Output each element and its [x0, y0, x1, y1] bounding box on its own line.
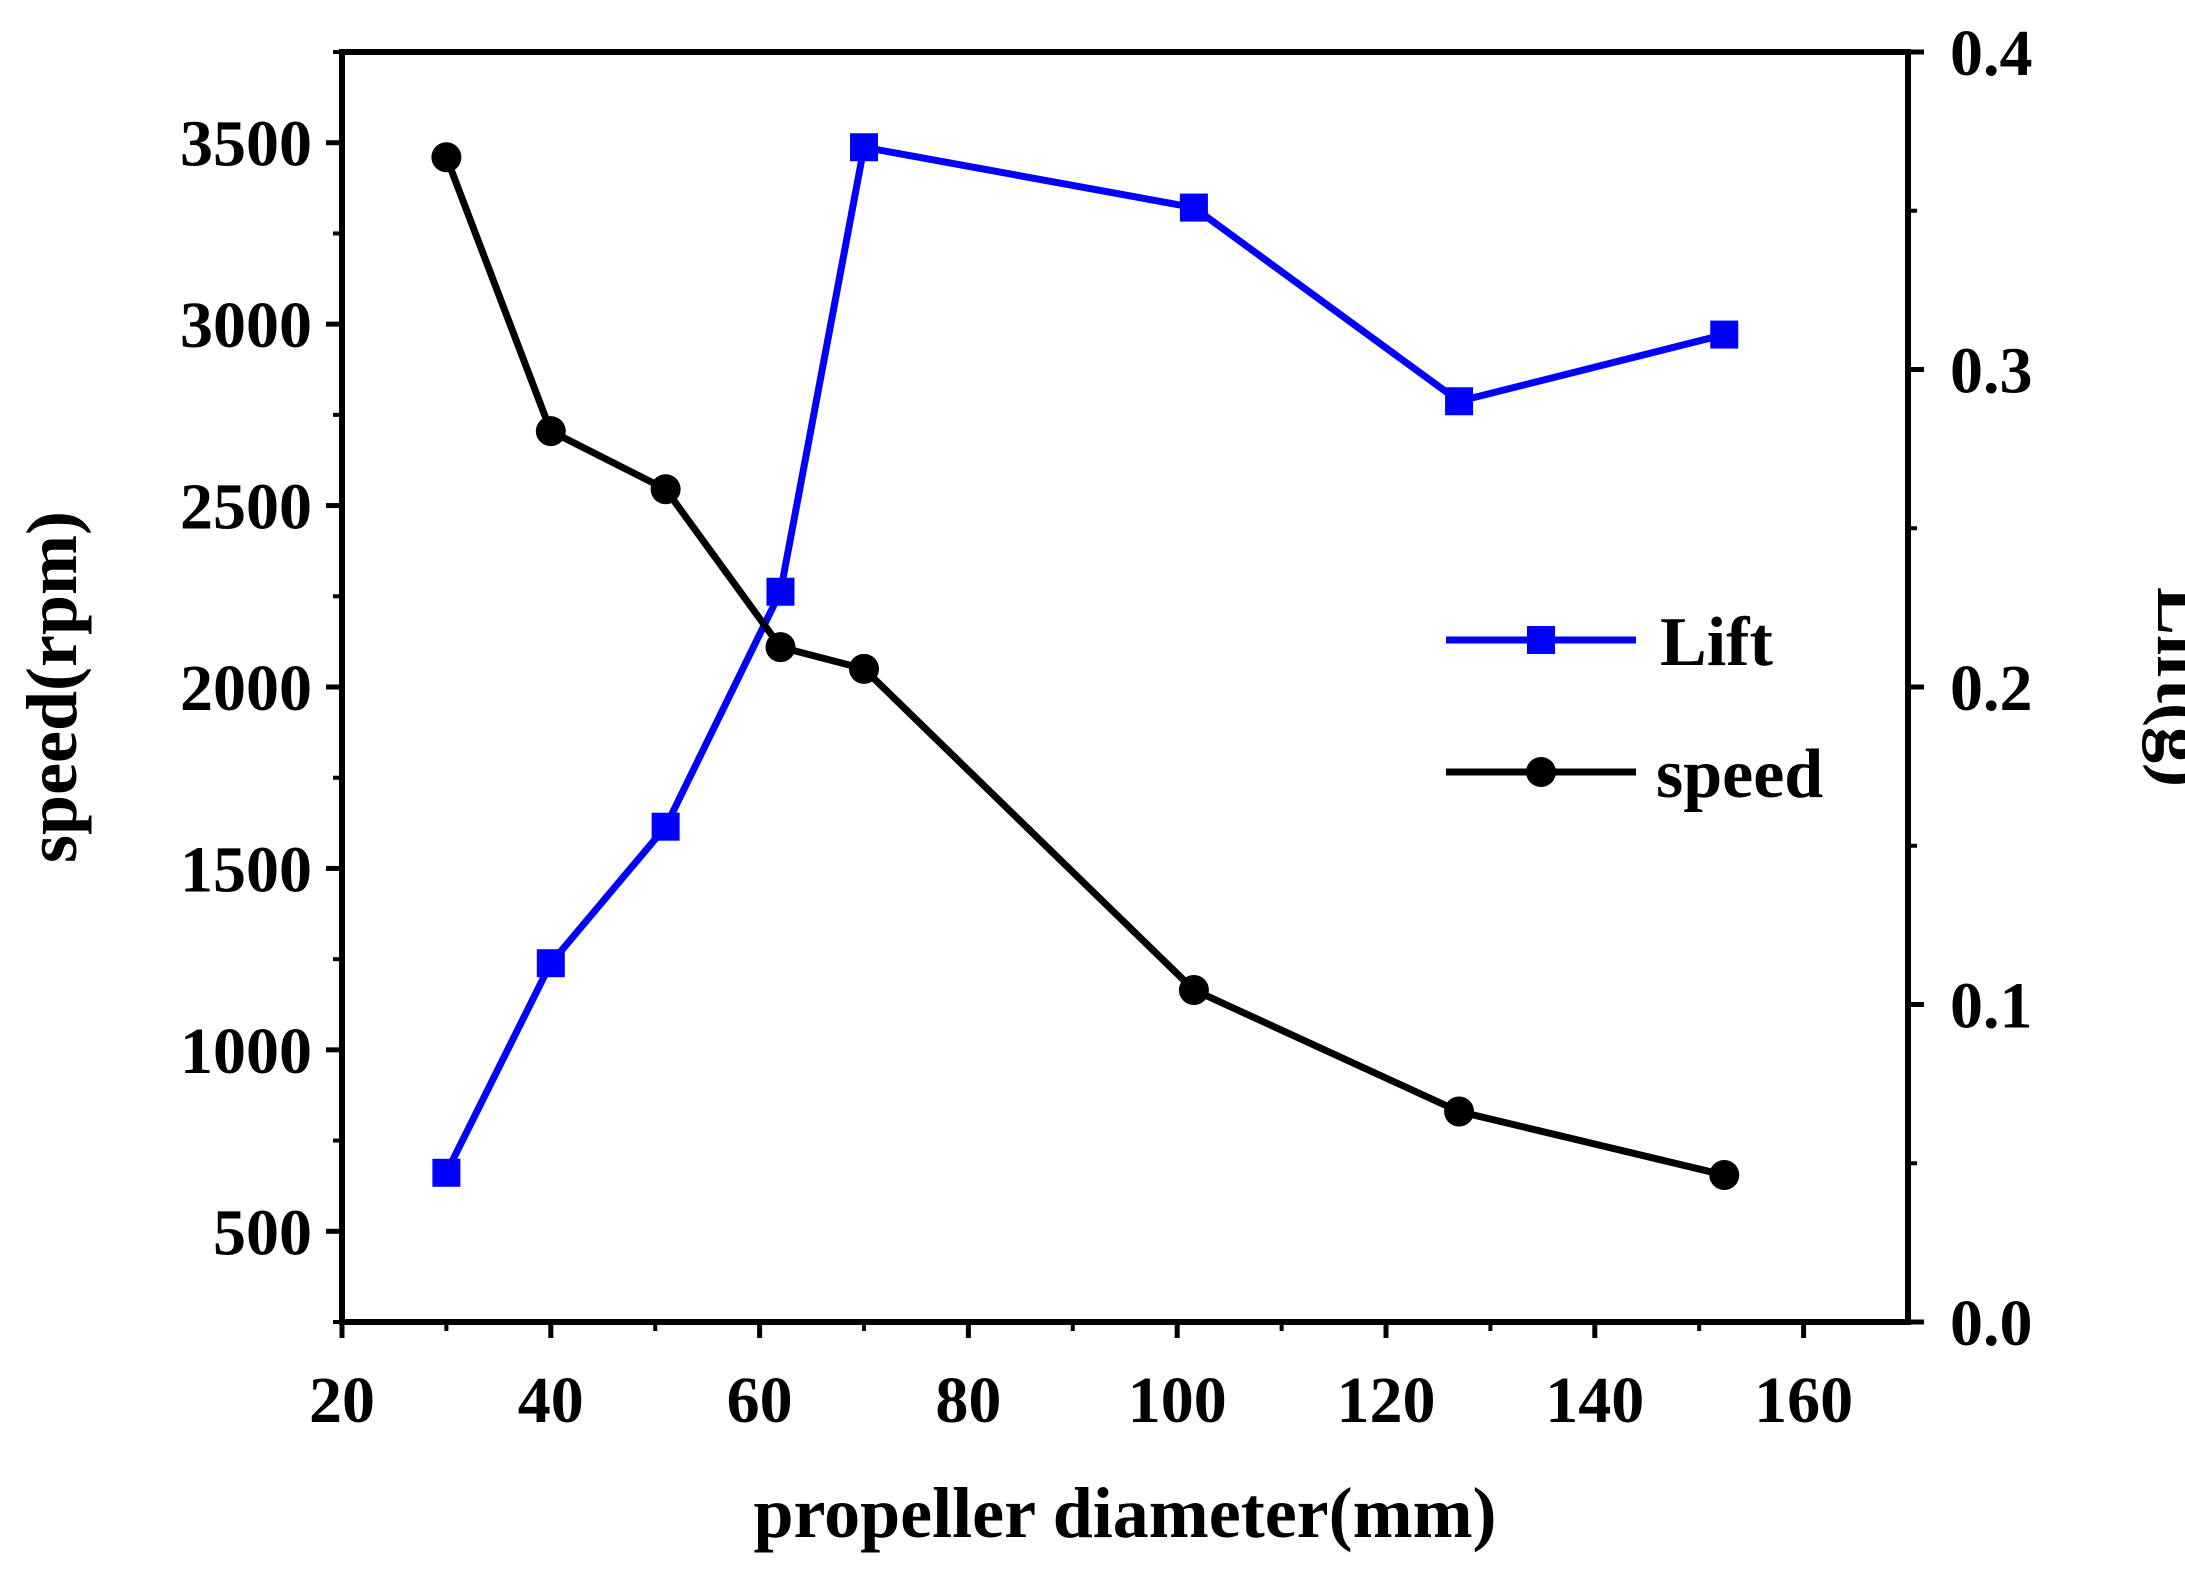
point-lift	[432, 1158, 461, 1187]
y-right-tick-label: 0.2	[1950, 652, 2033, 725]
series-line-speed	[443, 155, 1726, 1179]
legend-marker-lift	[1527, 626, 1555, 654]
point-speed	[1444, 1096, 1475, 1127]
x-tick-label: 80	[935, 1364, 1001, 1437]
point-lift	[850, 133, 878, 162]
point-speed	[535, 416, 566, 447]
point-lift	[1179, 193, 1208, 222]
y-right-tick-label: 0.4	[1950, 17, 2033, 90]
x-tick-label: 140	[1545, 1364, 1644, 1437]
point-lift	[1445, 387, 1474, 416]
point-lift	[766, 577, 795, 606]
point-lift	[536, 949, 565, 978]
x-axis-title: propeller diameter(mm)	[753, 1473, 1496, 1553]
y-left-axis-title: speed(rpm)	[12, 511, 92, 863]
legend-label-speed: speed	[1656, 736, 1823, 813]
series-line-lift	[443, 143, 1726, 1175]
y-left-tick-label: 2500	[180, 471, 312, 544]
y-left-tick-label: 2000	[180, 652, 312, 725]
y-left-tick-label: 1500	[180, 833, 312, 906]
point-speed	[849, 653, 879, 684]
x-tick-label: 120	[1337, 1364, 1436, 1437]
point-lift	[651, 812, 680, 841]
y-left-tick-label: 3500	[180, 108, 312, 181]
y-right-tick-label: 0.1	[1950, 970, 2033, 1043]
y-right-tick-label: 0.3	[1950, 335, 2033, 408]
plot-frame	[339, 49, 1911, 1325]
y-left-tick-label: 500	[213, 1196, 312, 1269]
x-tick-label: 40	[518, 1364, 584, 1437]
y-right-tick-label: 0.0	[1950, 1287, 2033, 1360]
point-speed	[1178, 974, 1209, 1005]
x-tick-label: 100	[1128, 1364, 1227, 1437]
point-lift	[1710, 320, 1739, 349]
point-speed	[765, 632, 796, 663]
legend: Lift speed	[1446, 604, 1823, 813]
y-left-tick-label: 3000	[180, 289, 312, 362]
axis-layer	[326, 49, 1924, 1338]
label-layer: 20 40 60 80 100 120 140 160 500 1000 1500 2000 2500 3…	[180, 17, 2033, 1437]
x-tick-label: 160	[1754, 1364, 1853, 1437]
y-left-tick-label: 1000	[180, 1015, 312, 1088]
point-speed	[431, 142, 462, 173]
point-speed	[1709, 1160, 1740, 1191]
legend-marker-speed	[1526, 757, 1556, 787]
x-tick-label: 60	[727, 1364, 793, 1437]
series-layer	[431, 133, 1740, 1191]
y-right-axis-title: Lift(g)	[2142, 587, 2185, 787]
x-tick-label: 20	[309, 1364, 375, 1437]
legend-label-lift: Lift	[1660, 604, 1773, 681]
point-speed	[650, 474, 681, 505]
